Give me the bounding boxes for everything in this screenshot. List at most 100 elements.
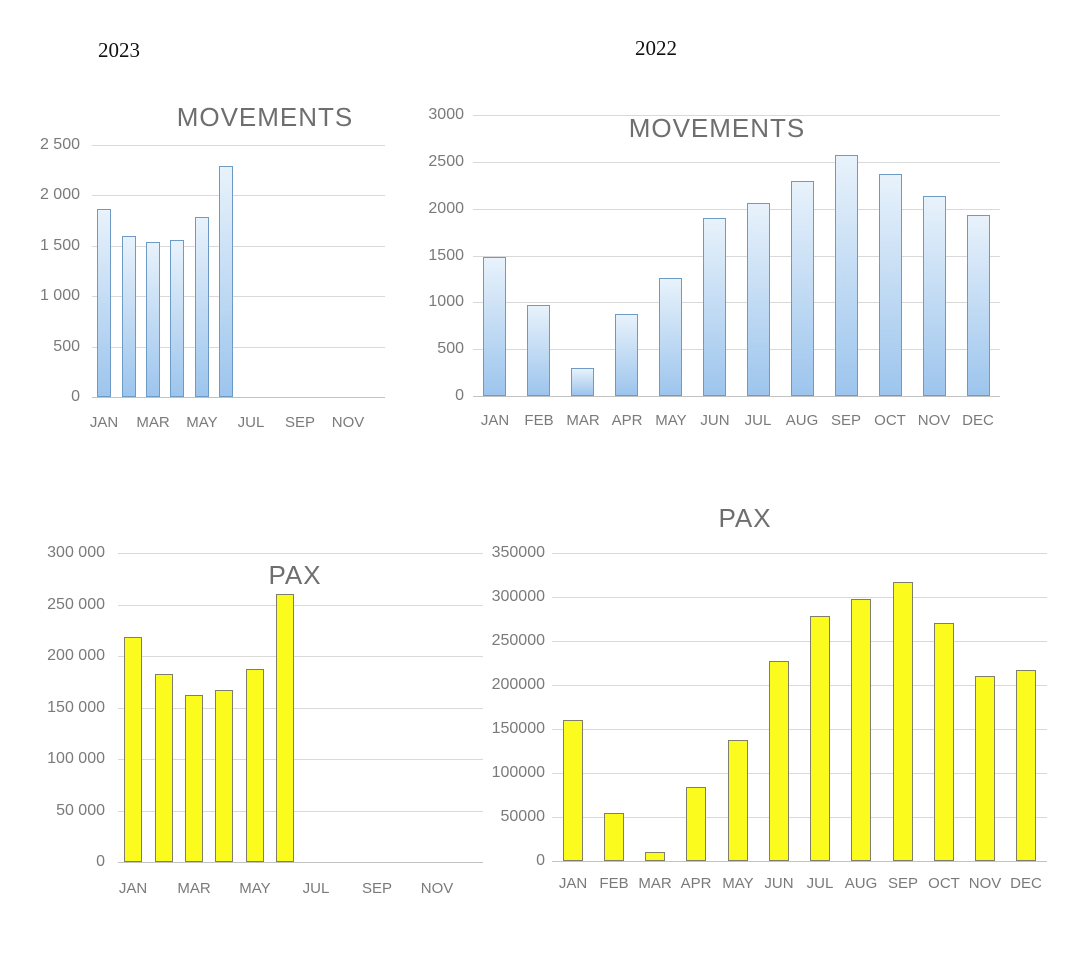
bar-jul-movements-2022	[747, 203, 770, 396]
gridline-500	[473, 349, 1000, 350]
x-axis-tick-label-jul: JUL	[237, 414, 265, 431]
x-axis-tick-label-jun: JUN	[700, 412, 730, 429]
bar-apr-pax-2023	[215, 690, 233, 862]
y-axis-tick-label: 2500	[428, 153, 464, 170]
gridline-2500	[473, 162, 1000, 163]
bar-apr-pax-2022	[686, 787, 706, 861]
bar-oct-movements-2022	[879, 174, 902, 396]
x-axis-tick-label-aug: AUG	[844, 875, 878, 892]
bar-sep-pax-2022	[893, 582, 913, 861]
bar-feb-pax-2022	[604, 813, 624, 861]
x-axis-tick-label-jan: JAN	[89, 414, 119, 431]
bar-jul-pax-2022	[810, 616, 830, 861]
x-axis-tick-label-mar: MAR	[638, 875, 672, 892]
bar-nov-pax-2022	[975, 676, 995, 861]
y-axis-tick-label: 1000	[428, 293, 464, 310]
x-axis-tick-label-nov: NOV	[420, 880, 454, 897]
gridline-1000	[473, 302, 1000, 303]
y-axis-tick-label: 0	[96, 853, 105, 870]
x-axis-tick-label-aug: AUG	[785, 412, 819, 429]
gridline-100000	[552, 773, 1047, 774]
x-axis-tick-label-mar: MAR	[177, 880, 211, 897]
gridline-300000	[118, 553, 483, 554]
year-label-2022: 2022	[635, 36, 677, 60]
bar-apr-movements-2022	[615, 314, 638, 396]
chart-title-movements-2022: MOVEMENTS	[628, 113, 806, 143]
y-axis-tick-label: 3000	[428, 106, 464, 123]
gridline-100000	[118, 759, 483, 760]
bar-mar-pax-2023	[185, 695, 203, 862]
x-axis-tick-label-dec: DEC	[962, 412, 994, 429]
y-axis-tick-label: 2 000	[39, 186, 80, 203]
gridline-300000	[552, 597, 1047, 598]
bar-aug-movements-2022	[791, 181, 814, 396]
y-axis-tick-label: 1500	[428, 247, 464, 264]
x-axis-tick-label-apr: APR	[611, 412, 643, 429]
gridline-200000	[118, 656, 483, 657]
bar-may-movements-2023	[195, 217, 209, 397]
y-axis-tick-label: 100 000	[47, 750, 105, 767]
bar-nov-movements-2022	[923, 196, 946, 396]
gridline-0	[118, 862, 483, 863]
bar-jun-pax-2022	[769, 661, 789, 861]
chart-title-pax-2023: PAX	[268, 560, 322, 590]
chart-title-movements-2023: MOVEMENTS	[176, 102, 354, 132]
bar-dec-pax-2022	[1016, 670, 1036, 861]
bar-jun-movements-2023	[219, 166, 233, 397]
bar-mar-movements-2022	[571, 368, 594, 396]
y-axis-tick-label: 350000	[491, 544, 545, 561]
x-axis-tick-label-jun: JUN	[764, 875, 794, 892]
bar-jan-movements-2022	[483, 257, 506, 396]
gridline-2500	[92, 145, 385, 146]
x-axis-tick-label-sep: SEP	[887, 875, 918, 892]
x-axis-tick-label-jan: JAN	[118, 880, 148, 897]
x-axis-tick-label-dec: DEC	[1010, 875, 1042, 892]
bar-sep-movements-2022	[835, 155, 858, 396]
gridline-1500	[92, 246, 385, 247]
bar-jan-pax-2022	[563, 720, 583, 861]
x-axis-tick-label-jan: JAN	[480, 412, 510, 429]
bar-aug-pax-2022	[851, 599, 871, 861]
y-axis-tick-label: 50000	[500, 808, 546, 825]
y-axis-tick-label: 100000	[491, 764, 545, 781]
bar-jan-movements-2023	[97, 209, 111, 397]
gridline-150000	[552, 729, 1047, 730]
x-axis-tick-label-may: MAY	[655, 412, 687, 429]
y-axis-tick-label: 300000	[491, 588, 545, 605]
y-axis-tick-label: 1 000	[39, 287, 80, 304]
bar-mar-movements-2023	[146, 242, 160, 397]
x-axis-tick-label-nov: NOV	[331, 414, 365, 431]
gridline-2000	[473, 209, 1000, 210]
bar-mar-pax-2022	[645, 852, 665, 861]
x-axis-tick-label-apr: APR	[680, 875, 712, 892]
x-axis-tick-label-jul: JUL	[806, 875, 834, 892]
y-axis-tick-label: 2 500	[39, 136, 80, 153]
gridline-2000	[92, 195, 385, 196]
x-axis-tick-label-mar: MAR	[136, 414, 170, 431]
x-axis-tick-label-oct: OCT	[928, 875, 960, 892]
gridline-1000	[92, 296, 385, 297]
y-axis-tick-label: 250 000	[47, 596, 105, 613]
gridline-0	[92, 397, 385, 398]
bar-feb-pax-2023	[155, 674, 173, 862]
chart-title-pax-2022: PAX	[718, 503, 772, 533]
gridline-150000	[118, 708, 483, 709]
x-axis-tick-label-sep: SEP	[830, 412, 861, 429]
y-axis-tick-label: 50 000	[56, 802, 105, 819]
x-axis-tick-label-nov: NOV	[968, 875, 1002, 892]
y-axis-tick-label: 150000	[491, 720, 545, 737]
x-axis-tick-label-jul: JUL	[302, 880, 330, 897]
bar-feb-movements-2023	[122, 236, 136, 397]
bar-dec-movements-2022	[967, 215, 990, 396]
bar-oct-pax-2022	[934, 623, 954, 861]
gridline-1500	[473, 256, 1000, 257]
x-axis-tick-label-sep: SEP	[284, 414, 315, 431]
y-axis-tick-label: 500	[437, 340, 464, 357]
gridline-250000	[118, 605, 483, 606]
bar-may-pax-2023	[246, 669, 264, 862]
